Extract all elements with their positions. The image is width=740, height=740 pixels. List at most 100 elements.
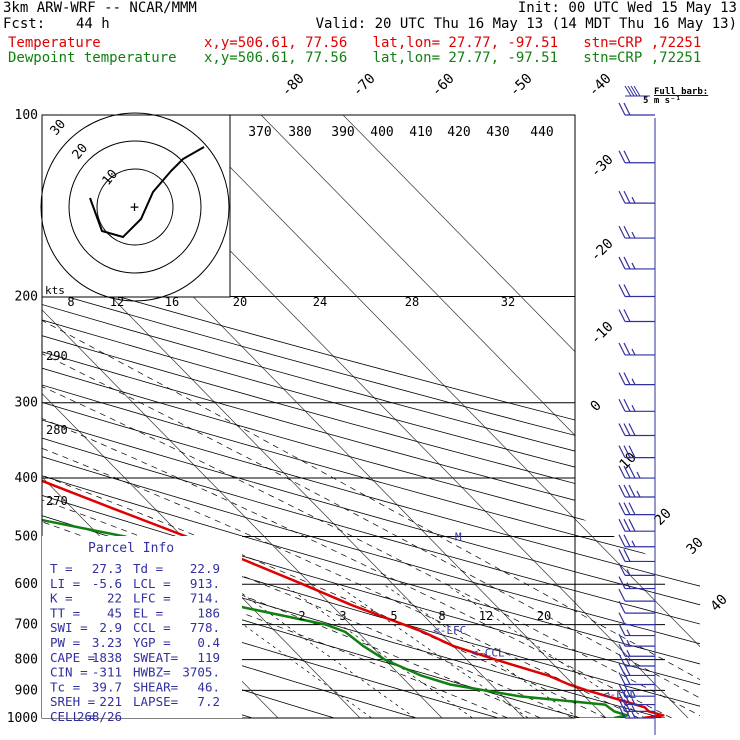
isobar-label: 200: [15, 290, 38, 305]
wind-barb-half: [631, 405, 636, 412]
wind-barb-flag: [628, 502, 636, 515]
temperature-legend: Temperature: [8, 35, 101, 51]
wind-barb: [618, 623, 655, 637]
isotherm-label: 0: [588, 398, 605, 415]
parcel-info-cell: SWEAT=: [133, 650, 178, 665]
wind-barb-flag: [618, 653, 626, 667]
wind-barb-flag: [618, 549, 626, 562]
wind-barb: [618, 445, 655, 459]
parcel-info-cell: Tc =: [50, 679, 80, 694]
header: 3km ARW-WRF -- NCAR/MMM Init: 00 UTC Wed…: [0, 0, 740, 70]
wind-barb: [618, 342, 655, 356]
wind-barb: [618, 502, 655, 516]
parcel-info-cell: 913.: [190, 576, 220, 591]
wind-barb-flag: [618, 309, 626, 322]
parcel-info-cell: CAPE =: [50, 650, 95, 665]
wind-barb-flag: [623, 225, 631, 239]
mixing-ratio-line: [188, 583, 372, 718]
barb-legend-flag: [627, 85, 635, 97]
wind-barb: [618, 644, 655, 657]
wind-barb-flag: [618, 563, 626, 576]
parcel-info-cell: 7.2: [197, 694, 220, 709]
parcel-info-cell: CCL =: [133, 620, 171, 635]
parcel-info-cell: LAPSE=: [133, 694, 178, 709]
temperature-trace: [42, 115, 665, 718]
parcel-info-cell: -5.6: [92, 576, 122, 591]
mixing-ratio-line: [283, 583, 473, 718]
mixing-ratio-label: 5: [390, 609, 397, 623]
valid-time: Valid: 20 UTC Thu 16 May 13 (14 MDT Thu …: [315, 16, 737, 32]
wind-barb-flag: [618, 256, 626, 270]
mixing-ratio-label: 12: [479, 609, 493, 623]
wind-barb: [618, 102, 655, 116]
wind-barb: [618, 309, 655, 323]
wind-barb-half: [626, 582, 631, 589]
wind-barb: [618, 699, 655, 712]
moist-adiabat: [42, 296, 700, 718]
parcel-info-cell: 46.: [197, 679, 220, 694]
wind-barb-half: [626, 639, 631, 647]
wind-barb: [618, 190, 655, 204]
forecast-hour: 44 h: [76, 16, 110, 32]
wind-barb: [618, 518, 655, 532]
theta-label: 400: [370, 125, 393, 140]
parcel-info-cell: 1838: [92, 650, 122, 665]
wind-barb-flag: [618, 484, 626, 498]
parcel-info-cell: PW =: [50, 635, 80, 650]
parcel-info-cell: 3.23: [92, 635, 122, 650]
wind-barb: [618, 683, 655, 697]
wind-barb-flag: [623, 465, 631, 479]
parcel-info-cell: 39.7: [92, 679, 122, 694]
wind-barb-half: [631, 231, 636, 239]
moist-adiabat: [42, 296, 639, 718]
wind-barb-flag: [623, 692, 631, 705]
wind-barb-half: [626, 650, 631, 657]
parcel-info-cell: SWI =: [50, 620, 88, 635]
wind-barb: [618, 284, 655, 298]
wind-barb-flag: [618, 612, 626, 625]
dry-adiabat: [42, 115, 700, 718]
wind-barb-flag: [618, 284, 626, 297]
wind-barb-flag: [623, 423, 631, 436]
mixing-ratio-label: 3: [339, 609, 346, 623]
dry-adiabat: [42, 115, 700, 718]
wind-barb-flag: [623, 484, 631, 498]
dry-adiabat: [42, 115, 700, 718]
wind-barb: [618, 692, 655, 706]
parcel-info-cell: 714.: [190, 591, 220, 606]
parcel-info-cell: CELL =: [50, 709, 95, 724]
wind-barb-flag: [623, 534, 631, 548]
dry-adiabat: [42, 115, 700, 718]
wind-barb-flag: [618, 399, 626, 412]
parcel-info-cell: 45: [107, 605, 122, 620]
isobar-label: 1000: [7, 711, 38, 726]
wind-barb-flag: [628, 484, 636, 498]
wind-barb-flag: [618, 465, 626, 479]
wind-barb: [618, 633, 655, 647]
isobar-label: 800: [15, 653, 38, 668]
parcel-info-cell: LI =: [50, 576, 80, 591]
wind-barb-half: [626, 659, 631, 667]
wind-barb: [618, 150, 655, 164]
wind-barb: [618, 588, 655, 602]
dry-adiabat: [42, 115, 700, 718]
parcel-info-cell: LFC =: [133, 591, 171, 606]
wind-barb-flag: [618, 423, 626, 436]
wind-barb-half: [631, 348, 636, 356]
plot-frame: [41, 114, 576, 719]
mixing-ratio-line: [445, 583, 645, 718]
parcel-info-cell: Td =: [133, 561, 163, 576]
wind-barb-flag: [623, 502, 631, 515]
parcel-info-cell: 3705.: [182, 665, 220, 680]
wind-barb-flag: [628, 423, 636, 436]
hodograph-ring: [96, 168, 174, 246]
parcel-info-cell: -311: [92, 665, 122, 680]
parcel-info-cell: CIN =: [50, 665, 88, 680]
isotherm-label: -70: [350, 71, 379, 100]
wind-barb: [618, 549, 655, 563]
moist-adiabat: [42, 296, 672, 718]
wind-barb-flag: [618, 600, 626, 614]
isotherm-line: [342, 115, 700, 718]
isobar-label: 700: [15, 618, 38, 633]
